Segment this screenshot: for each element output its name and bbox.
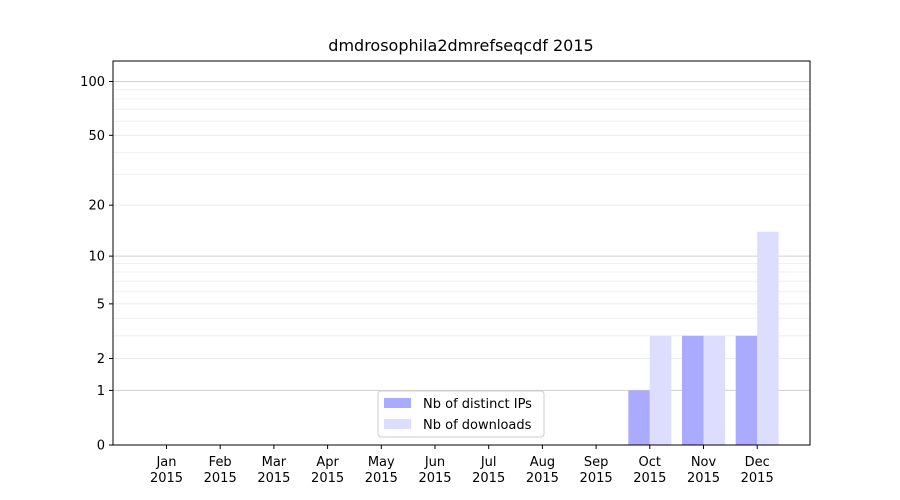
x-tick-label: 2015 <box>204 471 237 486</box>
x-tick-label: 2015 <box>311 471 344 486</box>
bar-distinct-ips <box>628 390 650 445</box>
y-tick-label: 0 <box>97 439 105 454</box>
legend-swatch <box>384 398 411 408</box>
bar-downloads <box>649 335 672 445</box>
x-tick-label: Mar <box>262 455 287 470</box>
chart-title: dmdrosophila2dmrefseqcdf 2015 <box>328 36 593 55</box>
grid-lines <box>113 80 810 391</box>
x-tick-label: 2015 <box>365 471 398 486</box>
x-tick-label: Feb <box>209 455 232 470</box>
y-tick-label: 100 <box>80 75 105 90</box>
legend-label: Nb of downloads <box>423 418 532 433</box>
legend: Nb of distinct IPs Nb of downloads <box>377 390 545 438</box>
x-tick-label: 2015 <box>741 471 774 486</box>
bar-distinct-ips <box>682 335 704 445</box>
legend-box <box>377 390 545 438</box>
y-tick-label: 50 <box>88 129 105 144</box>
x-tick-label: Dec <box>745 455 770 470</box>
x-tick-label: 2015 <box>526 471 559 486</box>
y-tick-label: 1 <box>97 384 105 399</box>
x-tick-label: 2015 <box>633 471 666 486</box>
x-tick-label: Jul <box>480 455 497 470</box>
y-tick-label: 10 <box>88 250 105 265</box>
x-tick-label: 2015 <box>687 471 720 486</box>
x-tick-label: 2015 <box>580 471 613 486</box>
legend-label: Nb of distinct IPs <box>423 397 532 412</box>
bars <box>628 231 779 445</box>
x-axis: Jan2015Feb2015Mar2015Apr2015May2015Jun20… <box>150 445 774 486</box>
legend-swatch <box>384 419 411 429</box>
bar-distinct-ips <box>735 335 758 445</box>
x-tick-label: Jan <box>155 455 176 470</box>
x-tick-label: Apr <box>316 455 339 470</box>
x-tick-label: Nov <box>691 455 717 470</box>
y-tick-label: 20 <box>88 199 105 214</box>
y-axis: 0 1 2 5 10 20 50 100 <box>80 75 113 454</box>
y-tick-label: 2 <box>97 352 105 367</box>
plot-frame <box>112 60 811 446</box>
bar-downloads <box>757 231 779 445</box>
x-tick-label: Jun <box>424 455 445 470</box>
x-tick-label: 2015 <box>472 471 505 486</box>
x-tick-label: Aug <box>530 455 555 470</box>
x-tick-label: 2015 <box>150 471 183 486</box>
x-tick-label: May <box>368 455 395 470</box>
x-tick-label: Sep <box>584 455 609 470</box>
x-tick-label: Oct <box>639 455 661 470</box>
bar-downloads <box>703 335 725 445</box>
y-tick-label: 5 <box>97 297 105 312</box>
x-tick-label: 2015 <box>257 471 290 486</box>
x-tick-label: 2015 <box>418 471 451 486</box>
